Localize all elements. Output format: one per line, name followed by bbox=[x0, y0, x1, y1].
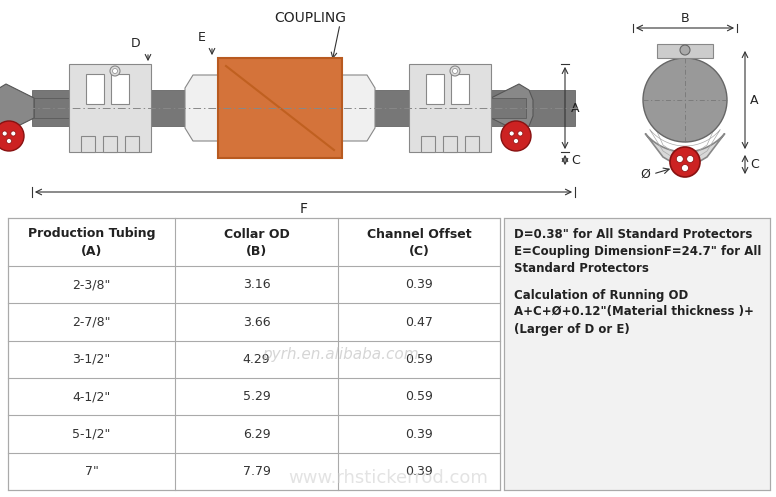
Text: A: A bbox=[571, 101, 580, 114]
Text: D: D bbox=[131, 37, 140, 50]
Text: E=Coupling DimensionF=24.7" for All: E=Coupling DimensionF=24.7" for All bbox=[514, 245, 761, 257]
Circle shape bbox=[2, 131, 7, 136]
Bar bbox=[491, 98, 526, 118]
Text: (Larger of D or E): (Larger of D or E) bbox=[514, 323, 630, 335]
Text: 2-3/8": 2-3/8" bbox=[72, 278, 111, 291]
Text: COUPLING: COUPLING bbox=[274, 11, 346, 25]
Text: 4-1/2": 4-1/2" bbox=[72, 390, 111, 403]
Text: D=0.38" for All Standard Protectors: D=0.38" for All Standard Protectors bbox=[514, 228, 753, 241]
Circle shape bbox=[514, 139, 518, 144]
Text: Standard Protectors: Standard Protectors bbox=[514, 261, 649, 274]
Text: 5.29: 5.29 bbox=[243, 390, 270, 403]
Text: (B): (B) bbox=[246, 246, 267, 258]
Circle shape bbox=[670, 147, 700, 177]
Text: (C): (C) bbox=[408, 246, 429, 258]
Text: 0.39: 0.39 bbox=[405, 465, 433, 478]
Text: www.rhstickerrod.com: www.rhstickerrod.com bbox=[288, 469, 488, 487]
Bar bbox=[125, 136, 139, 152]
Polygon shape bbox=[325, 75, 375, 141]
Text: 2-7/8": 2-7/8" bbox=[72, 316, 111, 329]
Circle shape bbox=[677, 156, 684, 163]
Circle shape bbox=[450, 66, 460, 76]
Bar bbox=[86, 74, 104, 104]
Text: 0.59: 0.59 bbox=[405, 390, 433, 403]
Text: F: F bbox=[300, 202, 307, 216]
Bar bbox=[0, 0, 776, 216]
Text: 7": 7" bbox=[85, 465, 99, 478]
Circle shape bbox=[11, 131, 16, 136]
Circle shape bbox=[501, 121, 531, 151]
Text: C: C bbox=[571, 154, 580, 166]
Text: Ø: Ø bbox=[640, 167, 650, 180]
Text: E: E bbox=[198, 31, 206, 44]
Circle shape bbox=[6, 139, 12, 144]
Text: 3-1/2": 3-1/2" bbox=[72, 353, 111, 366]
Text: A+C+Ø+0.12"(Material thickness )+: A+C+Ø+0.12"(Material thickness )+ bbox=[514, 306, 753, 319]
Circle shape bbox=[452, 69, 458, 74]
Polygon shape bbox=[645, 133, 725, 170]
Text: 7.79: 7.79 bbox=[243, 465, 271, 478]
Bar bbox=[111, 74, 129, 104]
Text: C: C bbox=[750, 158, 759, 171]
Bar bbox=[34, 98, 69, 118]
Text: 0.47: 0.47 bbox=[405, 316, 433, 329]
Text: 5-1/2": 5-1/2" bbox=[72, 427, 111, 440]
Bar bbox=[443, 136, 457, 152]
Circle shape bbox=[680, 45, 690, 55]
Text: (A): (A) bbox=[81, 246, 102, 258]
Bar bbox=[451, 74, 469, 104]
Text: 4.29: 4.29 bbox=[243, 353, 270, 366]
Bar bbox=[409, 64, 491, 152]
Bar bbox=[103, 136, 117, 152]
Bar bbox=[657, 44, 713, 58]
Circle shape bbox=[113, 69, 117, 74]
Text: Channel Offset: Channel Offset bbox=[367, 228, 471, 241]
Text: 6.29: 6.29 bbox=[243, 427, 270, 440]
Circle shape bbox=[0, 121, 24, 151]
Text: A: A bbox=[750, 93, 758, 106]
Bar bbox=[81, 136, 95, 152]
Bar bbox=[218, 58, 342, 158]
Text: 0.59: 0.59 bbox=[405, 353, 433, 366]
Text: Production Tubing: Production Tubing bbox=[28, 228, 155, 241]
Text: 0.39: 0.39 bbox=[405, 278, 433, 291]
Bar bbox=[69, 64, 151, 152]
Circle shape bbox=[509, 131, 514, 136]
Text: B: B bbox=[681, 11, 689, 24]
Text: Calculation of Running OD: Calculation of Running OD bbox=[514, 288, 688, 302]
Polygon shape bbox=[0, 84, 34, 132]
Bar bbox=[426, 74, 444, 104]
Text: pyrh.en.alibaba.com: pyrh.en.alibaba.com bbox=[262, 347, 418, 362]
Circle shape bbox=[518, 131, 523, 136]
Circle shape bbox=[681, 165, 688, 171]
Bar bbox=[465, 136, 479, 152]
Text: 3.16: 3.16 bbox=[243, 278, 270, 291]
Text: 3.66: 3.66 bbox=[243, 316, 270, 329]
Polygon shape bbox=[185, 75, 235, 141]
Text: 0.39: 0.39 bbox=[405, 427, 433, 440]
Bar bbox=[504, 218, 770, 490]
Bar bbox=[8, 218, 500, 490]
Circle shape bbox=[687, 156, 694, 163]
Polygon shape bbox=[491, 84, 533, 132]
Circle shape bbox=[110, 66, 120, 76]
Circle shape bbox=[643, 58, 727, 142]
Text: Collar OD: Collar OD bbox=[223, 228, 289, 241]
Bar bbox=[32, 90, 575, 126]
Bar bbox=[421, 136, 435, 152]
